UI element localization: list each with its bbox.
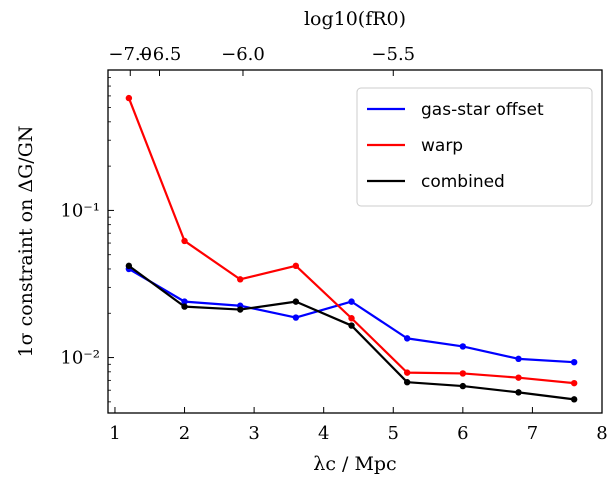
legend-box <box>356 87 593 207</box>
plot-frame <box>107 69 603 414</box>
data-point-gas-star-offset <box>348 298 355 305</box>
y-tick-label: 10⁻² <box>60 348 100 369</box>
data-point-warp <box>348 315 355 322</box>
y-tick-label: 10⁻¹ <box>60 200 100 221</box>
data-point-warp <box>236 276 244 283</box>
data-point-gas-star-offset <box>181 298 188 305</box>
top-tick-label: −7.0 <box>108 44 152 65</box>
top-axis-label: log10(fR0) <box>304 8 406 30</box>
x-tick-label: 4 <box>318 423 329 444</box>
x-tick-label: 3 <box>248 423 259 444</box>
top-tick-label: −6.0 <box>221 44 265 65</box>
top-tick-label: −5.5 <box>371 44 415 65</box>
x-tick-label: 6 <box>457 423 468 444</box>
data-point-combined <box>348 322 355 329</box>
legend-label: combined <box>421 172 505 192</box>
data-point-warp <box>459 370 467 377</box>
x-tick-label: 1 <box>109 423 120 444</box>
top-tick-label: −6.5 <box>138 44 182 65</box>
data-point-combined <box>292 298 300 305</box>
series-line-combined <box>128 264 575 401</box>
x-tick-label: 8 <box>596 423 607 444</box>
data-point-combined <box>125 262 133 270</box>
data-point-gas-star-offset <box>403 335 411 342</box>
x-tick-label: 2 <box>179 423 190 444</box>
series-layer <box>125 94 578 403</box>
data-point-warp <box>515 374 522 381</box>
data-point-warp <box>292 262 300 270</box>
data-point-combined <box>515 389 522 396</box>
data-point-warp <box>125 94 133 102</box>
legend-label: gas-star offset <box>421 100 544 120</box>
x-axis-label: λc / Mpc <box>313 453 396 475</box>
x-tick-label: 7 <box>527 423 538 444</box>
data-point-combined <box>236 306 244 313</box>
data-point-gas-star-offset <box>515 355 522 363</box>
y-axis-label: 1σ constraint on ΔG/GN <box>15 125 37 357</box>
legend: gas-star offset warp combined <box>356 87 593 207</box>
data-point-combined <box>181 303 188 310</box>
data-point-combined <box>403 379 411 386</box>
data-point-warp <box>403 369 411 376</box>
data-point-warp <box>181 237 188 245</box>
data-point-gas-star-offset <box>459 343 467 350</box>
legend-label: warp <box>421 136 463 156</box>
data-point-warp <box>570 379 578 387</box>
data-point-combined <box>459 382 467 390</box>
data-point-gas-star-offset <box>570 358 578 366</box>
data-point-gas-star-offset <box>292 314 300 321</box>
x-tick-label: 5 <box>388 423 399 444</box>
data-point-combined <box>570 396 578 403</box>
